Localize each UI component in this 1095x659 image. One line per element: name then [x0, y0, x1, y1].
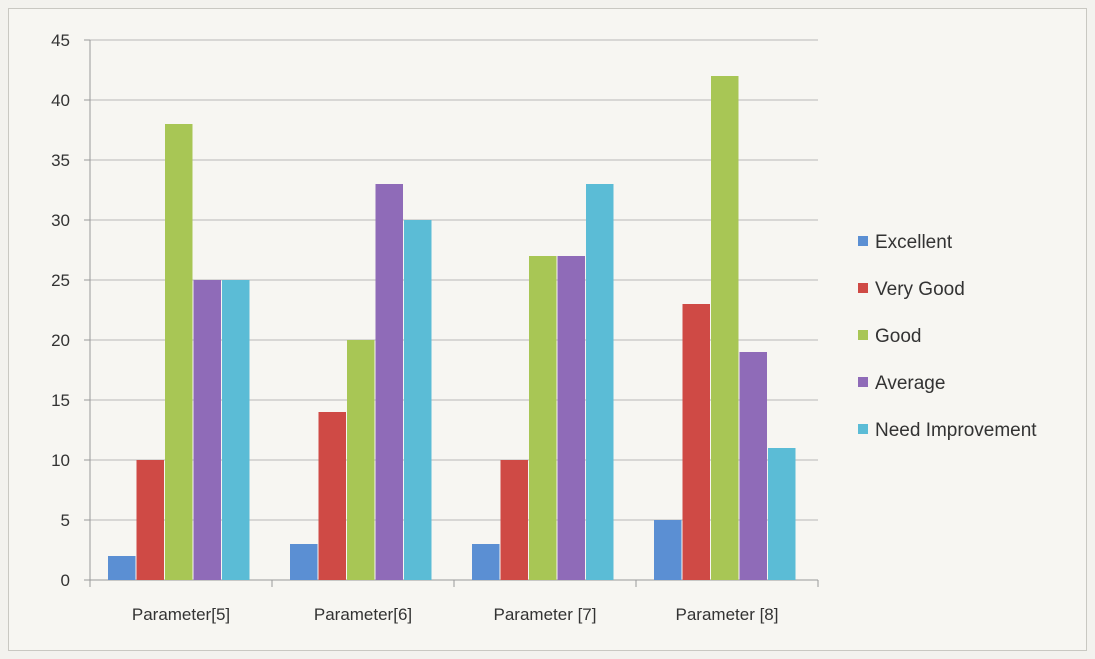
- legend-label: Average: [875, 373, 945, 394]
- y-tick-label: 30: [51, 211, 70, 230]
- x-category-label: Parameter [8]: [676, 605, 779, 624]
- bar-excellent: [654, 520, 682, 580]
- bar-good: [529, 256, 557, 580]
- y-axis-ticks: 0 5 10 15 20 25 30 35 40 45: [51, 31, 91, 590]
- bar-very-good: [318, 412, 346, 580]
- legend-label: Good: [875, 326, 921, 347]
- y-tick-label: 20: [51, 331, 70, 350]
- bar-good: [165, 124, 193, 580]
- legend-label: Very Good: [875, 279, 965, 300]
- bar-excellent: [472, 544, 500, 580]
- bar-excellent: [108, 556, 136, 580]
- bar-good: [711, 76, 739, 580]
- y-tick-label: 5: [61, 511, 70, 530]
- y-tick-label: 15: [51, 391, 70, 410]
- bar-very-good: [500, 460, 528, 580]
- x-category-label: Parameter [7]: [494, 605, 597, 624]
- legend-swatch: [858, 377, 868, 387]
- y-tick-label: 45: [51, 31, 70, 50]
- y-tick-label: 10: [51, 451, 70, 470]
- legend: Excellent Very Good Good Average Need Improv…: [858, 232, 1037, 441]
- y-tick-label: 25: [51, 271, 70, 290]
- bar-very-good: [682, 304, 710, 580]
- x-category-label: Parameter[5]: [132, 605, 230, 624]
- legend-label: Excellent: [875, 232, 953, 253]
- bars: [108, 76, 796, 580]
- bar-very-good: [136, 460, 164, 580]
- bar-need-improvement: [768, 448, 796, 580]
- x-axis: Parameter[5] Parameter[6] Parameter [7] Par…: [89, 580, 819, 624]
- bar-average: [193, 280, 221, 580]
- legend-swatch: [858, 424, 868, 434]
- y-tick-label: 35: [51, 151, 70, 170]
- bar-good: [347, 340, 375, 580]
- legend-swatch: [858, 283, 868, 293]
- bar-need-improvement: [404, 220, 432, 580]
- bar-need-improvement: [222, 280, 250, 580]
- legend-swatch: [858, 330, 868, 340]
- bar-average: [375, 184, 403, 580]
- x-category-label: Parameter[6]: [314, 605, 412, 624]
- bar-need-improvement: [586, 184, 614, 580]
- bar-average: [739, 352, 767, 580]
- bar-average: [557, 256, 585, 580]
- bar-excellent: [290, 544, 318, 580]
- legend-label: Need Improvement: [875, 420, 1037, 441]
- legend-swatch: [858, 236, 868, 246]
- y-tick-label: 0: [61, 571, 70, 590]
- y-tick-label: 40: [51, 91, 70, 110]
